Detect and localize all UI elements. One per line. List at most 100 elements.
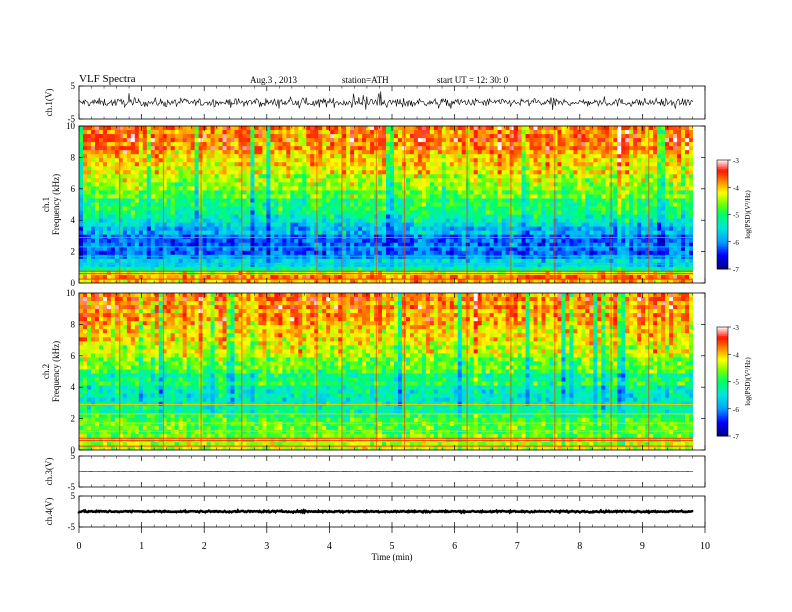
spectrogram-cell [330,142,335,147]
spectrogram-cell [262,238,267,244]
spectrogram-cell [166,242,172,248]
spectrogram-cell [485,150,491,155]
spectrogram-cell [593,222,598,228]
spectrogram-cell [182,134,188,139]
spectrogram-cell [146,142,152,147]
spectrogram-cell [162,222,168,228]
spectrogram-cell [641,206,646,212]
spectrogram-cell [437,214,443,220]
spectrogram-cell [234,178,240,183]
spectrogram-cell [286,126,291,131]
spectrogram-cell [322,206,327,212]
spectrogram-cell [354,218,359,224]
spectrogram-cell [350,242,355,248]
spectrogram-cell [393,182,399,187]
spectrogram-cell [79,174,84,179]
spectrogram-cell [649,178,654,183]
spectrogram-cell [330,206,335,212]
spectrogram-cell [258,186,264,192]
spectrogram-cell [445,154,451,159]
spectrogram-cell [126,202,132,208]
spectrogram-cell [90,182,96,187]
spectrogram-cell [90,174,96,179]
spectrogram-cell [134,250,140,256]
spectrogram-cell [282,170,287,175]
spectrogram-cell [246,222,252,228]
spectrogram-cell [617,230,622,236]
spectrogram-cell [645,150,650,155]
spectrogram-cell [262,134,267,139]
spectrogram-cell [130,170,136,175]
spectrogram-cell [413,170,419,175]
spectrogram-cell [461,126,467,131]
spectrogram-cell [230,166,236,171]
spectrogram-cell [673,130,678,135]
spectrogram-cell [569,198,574,204]
spectrogram-cell [158,146,164,151]
spectrogram-cell [370,162,375,167]
spectrogram-cell [318,182,323,187]
spectrogram-cell [421,158,427,163]
spectrogram-cell [270,158,275,163]
spectrogram-cell [86,150,92,155]
spectrogram-cell [130,190,136,196]
spectrogram-cell [573,226,578,232]
spectrogram-cell [294,130,299,135]
spectrogram-cell [370,178,375,183]
spectrogram-cell [413,146,419,151]
spectrogram-cell [294,242,299,248]
spectrogram-cell [298,226,303,232]
spectrogram-cell [302,142,307,147]
spectrogram-cell [681,142,686,147]
spectrogram-cell [274,130,279,135]
spectrogram-cell [497,210,503,216]
spectrogram-cell [557,214,563,220]
spectrogram-cell [370,174,375,179]
spectrogram-cell [90,178,96,183]
spectrogram-cell [645,242,650,248]
spectrogram-cell [405,190,411,196]
spectrogram-cell [537,158,543,163]
spectrogram-cell [681,130,686,135]
spectrogram-cell [421,182,427,187]
spectrogram-cell [322,150,327,155]
spectrogram-cell [350,126,355,131]
spectrogram-cell [102,226,108,232]
spectrogram-cell [425,202,431,208]
spectrogram-cell [362,186,367,192]
spectrogram-cell [593,198,598,204]
spectrogram-cell [677,210,682,216]
spectrogram-cell [142,174,148,179]
spectrogram-cell [413,142,419,147]
spectrogram-cell [330,238,335,244]
spectrogram-cell [437,170,443,175]
spectrogram-cell [110,126,116,131]
spectrogram-cell [186,170,192,175]
spectrogram-cell [330,146,335,151]
spectrogram-cell [621,146,626,151]
spectrogram-cell [433,194,439,200]
spectrogram-cell [202,238,208,244]
spectrogram-cell [409,230,415,236]
spectrogram-cell [362,142,367,147]
spectrogram-cell [322,222,327,228]
spectrogram-cell [553,238,559,244]
spectrogram-cell [685,246,690,252]
spectrogram-cell [126,174,132,179]
spectrogram-cell [282,146,287,151]
spectrogram-cell [561,198,567,204]
spectrogram-cell [437,162,443,167]
spectrogram-cell [346,246,351,252]
spectrogram-cell [86,182,92,187]
spectrogram-cell [230,194,236,200]
spectrogram-cell [485,162,491,167]
spectrogram-cell [581,198,586,204]
spectrogram-cell [386,210,391,216]
spectrogram-cell [90,150,96,155]
spectrogram-cell [230,226,236,232]
spectrogram-cell [210,250,216,256]
spectrogram-cell [545,150,551,155]
spectrogram-cell [653,222,658,228]
spectrogram-cell [489,206,495,212]
spectrogram-cell [366,138,371,143]
